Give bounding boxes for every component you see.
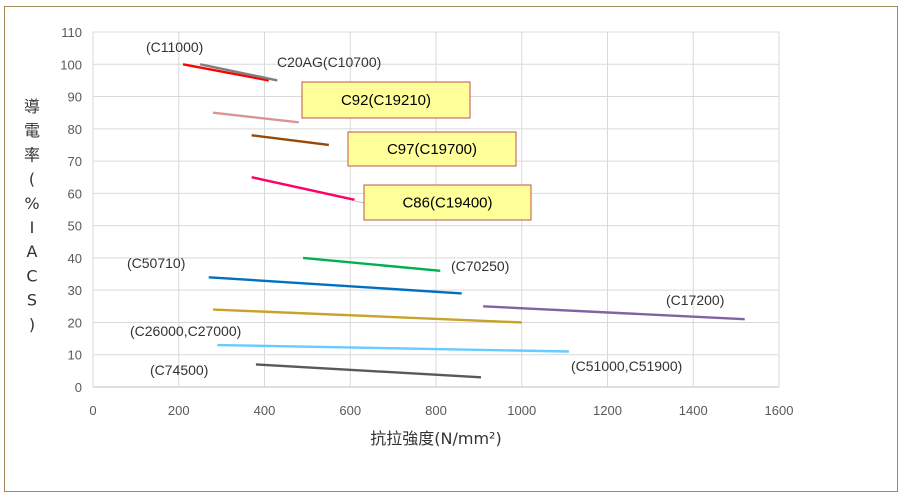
- series-label: C92(C19210): [341, 92, 431, 109]
- x-tick-label: 1600: [765, 403, 794, 418]
- x-tick-label: 1200: [593, 403, 622, 418]
- series-line: [483, 305, 745, 321]
- series-labels: (C11000) C20AG(C10700) C92(C19210) C97(C197…: [127, 39, 724, 378]
- y-tick-label: 70: [68, 154, 82, 169]
- series-label: (C11000): [146, 39, 203, 55]
- x-tick-label: 1000: [507, 403, 536, 418]
- y-tick-label: 90: [68, 90, 82, 105]
- y-tick-label: 0: [75, 380, 82, 395]
- x-tick-label: 200: [168, 403, 190, 418]
- series-line: [182, 63, 270, 82]
- x-tick-label: 400: [254, 403, 276, 418]
- y-tick-label: 30: [68, 283, 82, 298]
- series-label-box: [301, 81, 471, 119]
- y-tick-label: 20: [68, 315, 82, 330]
- x-tick-label: 600: [339, 403, 361, 418]
- series-label: C20AG(C10700): [277, 54, 381, 70]
- series-label-box: [363, 184, 532, 221]
- series-label: C97(C19700): [387, 141, 477, 158]
- x-axis-label: 抗拉強度(N/mm²): [370, 429, 501, 448]
- y-axis-label: 導電率(% I A C S): [24, 97, 40, 334]
- series-label: (C51000,C51900): [571, 358, 682, 374]
- y-tick-label: 60: [68, 186, 82, 201]
- y-tick-label: 100: [60, 57, 82, 72]
- series-line: [212, 308, 522, 324]
- series-line: [251, 134, 329, 147]
- tick-labels: 0 10 20 30 40 50 60 70 80 90 100 110 0 200 400 600 800 10…: [60, 25, 793, 418]
- series-line: [208, 276, 462, 295]
- y-tick-label: 40: [68, 251, 82, 266]
- series-line: [199, 63, 278, 82]
- y-tick-label: 80: [68, 122, 82, 137]
- y-tick-label: 10: [68, 348, 82, 363]
- x-tick-label: 1400: [679, 403, 708, 418]
- x-tick-label: 0: [89, 403, 96, 418]
- x-tick-label: 800: [425, 403, 447, 418]
- series-label: C86(C19400): [402, 195, 492, 212]
- series-lines: [182, 63, 745, 379]
- series-label: (C74500): [150, 362, 208, 378]
- series-line: [212, 111, 299, 124]
- series-label-box: [347, 131, 517, 167]
- series-label: (C17200): [666, 292, 724, 308]
- series-line: [217, 343, 569, 353]
- y-tick-label: 50: [68, 219, 82, 234]
- label-leader-line: [354, 200, 365, 204]
- y-tick-label: 110: [61, 25, 82, 40]
- series-line: [251, 176, 355, 201]
- series-label: (C70250): [451, 258, 509, 274]
- series-line: [255, 363, 482, 379]
- series-line: [302, 256, 441, 273]
- series-label: (C26000,C27000): [130, 323, 241, 339]
- series-label: (C50710): [127, 255, 185, 271]
